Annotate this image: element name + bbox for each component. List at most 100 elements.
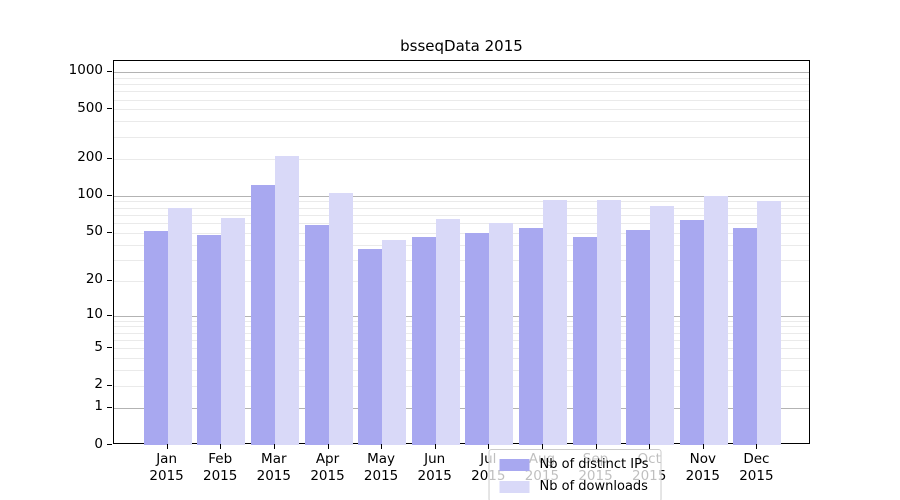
legend-entry-downloads: Nb of downloads xyxy=(499,479,649,494)
bar-jun-downloads xyxy=(435,218,460,445)
bar-jul-downloads xyxy=(489,223,514,445)
y-tick-label-50: 50 xyxy=(85,223,103,240)
x-tick-aug xyxy=(541,444,543,449)
y-tick-10 xyxy=(107,314,112,316)
bar-sep-distinct-ips xyxy=(572,237,597,445)
bar-dec-downloads xyxy=(757,201,782,445)
y-tick-20 xyxy=(107,279,112,281)
y-tick-label-0: 0 xyxy=(94,435,103,452)
bar-mar-distinct-ips xyxy=(250,184,275,445)
gridline-800 xyxy=(114,84,809,85)
gridline-3 xyxy=(114,370,809,372)
bar-oct-distinct-ips xyxy=(626,229,651,445)
bar-feb-downloads xyxy=(221,218,246,445)
bar-aug-downloads xyxy=(542,200,567,445)
gridline-40 xyxy=(114,244,809,246)
bar-oct-downloads xyxy=(650,205,675,445)
gridline-400 xyxy=(114,121,809,123)
gridline-50 xyxy=(114,232,809,234)
bar-mar-downloads xyxy=(274,156,299,445)
bar-jul-distinct-ips xyxy=(465,232,490,445)
y-tick-1 xyxy=(107,406,112,408)
gridline-1 xyxy=(114,407,809,409)
x-tick-mar xyxy=(273,444,275,449)
bar-apr-downloads xyxy=(328,193,353,445)
y-tick-label-20: 20 xyxy=(85,271,103,288)
gridline-60 xyxy=(114,223,809,224)
x-tick-jan xyxy=(166,444,168,449)
x-tick-label-apr: Apr 2015 xyxy=(310,451,345,484)
x-tick-label-feb: Feb 2015 xyxy=(203,451,238,484)
gridline-500 xyxy=(114,109,809,111)
x-tick-oct xyxy=(649,444,651,449)
gridline-1000 xyxy=(114,71,809,73)
bar-dec-distinct-ips xyxy=(733,227,758,445)
gridline-6 xyxy=(114,339,809,341)
y-tick-200 xyxy=(107,157,112,159)
gridline-5 xyxy=(114,348,809,350)
gridline-9 xyxy=(114,320,809,322)
y-tick-100 xyxy=(107,194,112,196)
x-tick-jul xyxy=(488,444,490,449)
gridline-7 xyxy=(114,332,809,334)
gridline-100 xyxy=(114,195,809,197)
bar-aug-distinct-ips xyxy=(518,227,543,445)
y-tick-label-1000: 1000 xyxy=(68,62,103,79)
x-tick-label-jun: Jun 2015 xyxy=(417,451,452,484)
y-tick-50 xyxy=(107,231,112,233)
bar-may-downloads xyxy=(382,239,407,445)
x-tick-sep xyxy=(595,444,597,449)
legend-swatch-distinct-ips xyxy=(499,458,530,471)
gridline-30 xyxy=(114,259,809,261)
bar-jan-distinct-ips xyxy=(143,230,168,445)
y-tick-label-1: 1 xyxy=(94,398,103,415)
y-tick-label-100: 100 xyxy=(77,186,103,203)
bar-may-distinct-ips xyxy=(358,248,383,445)
y-tick-label-200: 200 xyxy=(77,149,103,166)
x-tick-nov xyxy=(702,444,704,449)
bar-apr-distinct-ips xyxy=(304,224,329,445)
x-tick-label-mar: Mar 2015 xyxy=(256,451,291,484)
x-tick-may xyxy=(381,444,383,449)
bar-jan-downloads xyxy=(167,207,192,445)
y-tick-label-5: 5 xyxy=(94,338,103,355)
gridline-600 xyxy=(114,99,809,101)
bar-sep-downloads xyxy=(596,200,621,445)
y-tick-5 xyxy=(107,347,112,349)
y-tick-0 xyxy=(107,444,112,445)
legend-swatch-downloads xyxy=(499,480,530,493)
x-tick-label-may: May 2015 xyxy=(363,451,399,484)
x-tick-jun xyxy=(434,444,436,449)
bar-feb-distinct-ips xyxy=(197,234,222,445)
gridline-70 xyxy=(114,214,809,216)
gridline-4 xyxy=(114,358,809,360)
legend: Nb of distinct IPs Nb of downloads xyxy=(488,449,662,500)
bar-nov-distinct-ips xyxy=(679,219,704,445)
x-tick-label-dec: Dec 2015 xyxy=(739,451,774,484)
x-tick-label-nov: Nov 2015 xyxy=(685,451,720,484)
y-tick-label-500: 500 xyxy=(77,99,103,116)
gridline-700 xyxy=(114,91,809,93)
x-tick-apr xyxy=(327,444,329,449)
gridline-2 xyxy=(114,385,809,387)
legend-label-downloads: Nb of downloads xyxy=(539,479,648,494)
gridline-200 xyxy=(114,158,809,160)
plot-area: Nb of distinct IPs Nb of downloads xyxy=(113,60,810,500)
bar-nov-downloads xyxy=(703,195,728,445)
y-tick-label-2: 2 xyxy=(94,376,103,393)
y-tick-2 xyxy=(107,384,112,386)
chart-title: bsseqData 2015 xyxy=(400,37,523,55)
gridline-8 xyxy=(114,326,809,328)
x-tick-label-jan: Jan 2015 xyxy=(149,451,184,484)
gridline-90 xyxy=(114,201,809,203)
gridline-900 xyxy=(114,77,809,79)
x-tick-dec xyxy=(756,444,758,449)
gridline-80 xyxy=(114,207,809,209)
x-tick-feb xyxy=(220,444,222,449)
y-tick-500 xyxy=(107,108,112,110)
y-tick-1000 xyxy=(107,70,112,72)
y-tick-label-10: 10 xyxy=(85,306,103,322)
gridline-300 xyxy=(114,136,809,138)
legend-entry-distinct-ips: Nb of distinct IPs xyxy=(499,457,648,472)
